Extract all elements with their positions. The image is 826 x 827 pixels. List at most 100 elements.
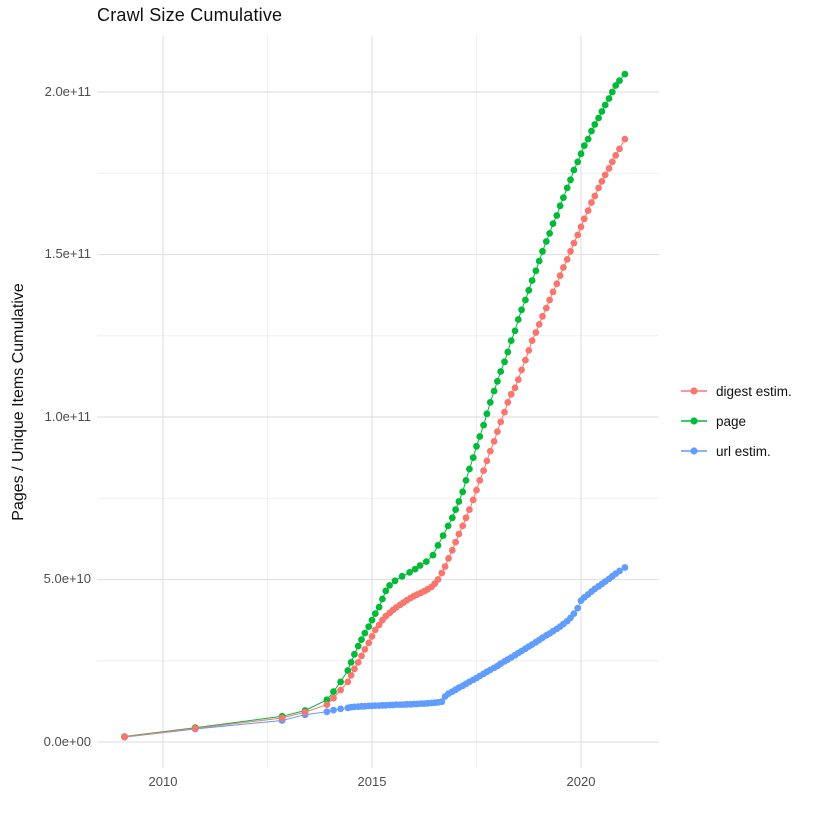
data-point-digest <box>473 486 480 494</box>
data-point-digest <box>354 659 362 666</box>
data-point-digest <box>522 356 529 364</box>
data-point-digest <box>570 239 578 247</box>
data-point-url <box>616 567 623 575</box>
data-point-digest <box>608 158 616 166</box>
data-point-page <box>588 127 595 135</box>
data-point-page <box>361 629 369 637</box>
legend-label: url estim. <box>716 443 771 459</box>
data-point-page <box>406 569 413 576</box>
data-point-page <box>434 542 442 549</box>
data-point-page <box>518 306 525 314</box>
data-point-digest <box>588 199 595 206</box>
data-point-page <box>391 577 399 585</box>
data-point-page <box>535 257 543 265</box>
data-point-page <box>574 158 582 166</box>
data-point-digest <box>507 390 515 398</box>
data-point-page <box>452 506 459 513</box>
chart-title: Crawl Size Cumulative <box>97 5 283 25</box>
data-point-url <box>330 706 337 714</box>
data-point-digest <box>584 207 592 215</box>
data-point-page <box>577 150 585 158</box>
legend-key-icon <box>681 447 707 455</box>
data-point-digest <box>532 329 540 336</box>
data-point-page <box>347 659 355 666</box>
data-point-digest <box>497 418 505 426</box>
data-point-digest <box>466 506 473 513</box>
data-point-digest <box>191 725 199 732</box>
data-point-page <box>570 166 578 174</box>
data-point-page <box>616 77 623 84</box>
data-point-digest <box>337 686 344 694</box>
data-point-page <box>598 108 606 115</box>
series-url <box>121 564 629 741</box>
data-point-page <box>455 498 463 505</box>
data-point-url <box>337 705 344 713</box>
data-point-page <box>476 433 484 440</box>
data-point-page <box>584 135 592 143</box>
data-point-page <box>605 95 613 102</box>
data-point-page <box>416 562 424 569</box>
data-point-digest <box>490 438 498 445</box>
data-point-digest <box>486 447 494 455</box>
data-point-page <box>511 327 519 335</box>
data-point-page <box>560 194 567 202</box>
data-point-page <box>444 522 452 530</box>
data-point-page <box>337 678 344 686</box>
x-tick-label: 2020 <box>566 774 596 789</box>
data-point-digest <box>361 646 369 653</box>
data-point-page <box>528 277 536 284</box>
data-point-url <box>323 708 331 716</box>
x-tick-label: 2010 <box>148 774 178 789</box>
data-point-digest <box>371 626 379 634</box>
data-point-page <box>386 582 393 589</box>
data-point-page <box>494 377 501 385</box>
data-point-digest <box>518 366 525 374</box>
data-point-digest <box>476 477 484 484</box>
data-point-page <box>429 551 437 559</box>
data-point-digest <box>459 522 467 530</box>
data-point-page <box>497 368 505 375</box>
data-point-page <box>612 82 620 89</box>
data-point-digest <box>121 733 128 741</box>
data-point-digest <box>560 264 567 271</box>
data-point-digest <box>616 145 623 153</box>
data-point-page <box>344 667 352 674</box>
data-point-digest <box>301 708 309 716</box>
data-point-digest <box>368 633 376 640</box>
y-tick-label: 0.0e+00 <box>43 734 91 749</box>
data-point-page <box>621 70 629 78</box>
data-point-page <box>539 247 546 255</box>
data-point-digest <box>452 538 459 546</box>
data-point-page <box>549 220 557 228</box>
data-point-digest <box>511 384 519 392</box>
data-point-digest <box>605 165 613 172</box>
y-tick-label: 2.0e+11 <box>44 84 91 99</box>
data-point-digest <box>438 569 446 577</box>
data-point-digest <box>365 639 373 647</box>
data-point-digest <box>525 347 533 354</box>
data-point-digest <box>448 546 456 554</box>
data-point-page <box>556 202 564 210</box>
series-digest <box>121 135 629 741</box>
data-point-digest <box>539 312 546 320</box>
data-point-page <box>379 595 386 603</box>
data-point-digest <box>542 304 550 312</box>
legend-label: digest estim. <box>716 383 792 399</box>
y-tick-label: 5.0e+10 <box>43 571 91 586</box>
data-point-digest <box>483 457 491 465</box>
data-point-page <box>371 610 379 617</box>
data-point-digest <box>330 694 337 702</box>
data-point-page <box>563 184 571 192</box>
data-point-page <box>323 696 331 704</box>
data-point-url <box>438 698 446 706</box>
data-point-page <box>411 565 419 573</box>
data-point-digest <box>563 256 571 263</box>
data-point-page <box>365 623 373 630</box>
data-point-digest <box>577 223 585 231</box>
data-point-digest <box>501 408 508 416</box>
data-point-page <box>480 421 487 429</box>
data-point-page <box>473 442 480 450</box>
data-point-page <box>398 572 406 580</box>
data-point-url <box>621 564 629 571</box>
